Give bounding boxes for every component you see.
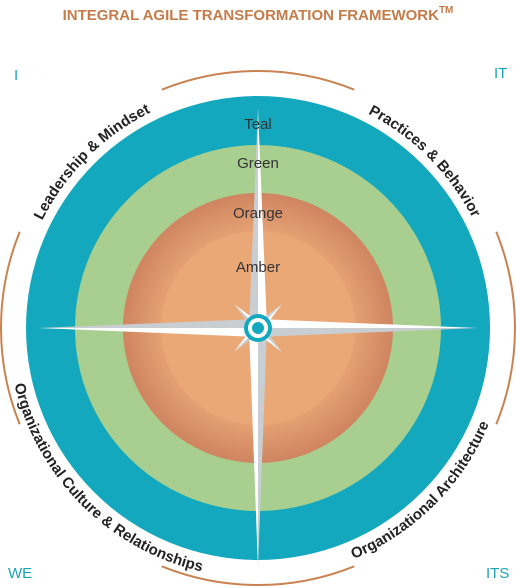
corner-label: WE — [8, 565, 32, 582]
trademark: TM — [439, 5, 453, 16]
title-text: INTEGRAL AGILE TRANSFORMATION FRAMEWORK — [63, 7, 440, 24]
outer-arc — [161, 565, 355, 586]
ring-labels: Teal Green Orange Amber — [233, 116, 283, 276]
corner-label: ITS — [486, 565, 509, 582]
outer-arc — [161, 70, 355, 91]
center-inner — [252, 322, 264, 334]
ring-label: Teal — [244, 116, 272, 133]
outer-arc — [0, 231, 21, 425]
star-arm — [38, 328, 258, 337]
ring-label: Orange — [233, 205, 283, 222]
ring-label: Amber — [236, 259, 280, 276]
star-arm — [258, 319, 478, 328]
star-arm — [258, 108, 267, 328]
title: INTEGRAL AGILE TRANSFORMATION FRAMEWORKT… — [63, 5, 454, 24]
star-arm-shade — [258, 328, 478, 337]
star-arm-shade — [258, 328, 267, 568]
corner-label: I — [14, 67, 18, 84]
compass-star — [38, 108, 478, 568]
corner-labels: I IT WE ITS — [8, 65, 509, 582]
outer-arcs — [0, 70, 516, 586]
star-arm-shade — [38, 319, 258, 328]
ring-label: Green — [237, 155, 279, 172]
outer-arc — [495, 231, 516, 425]
corner-label: IT — [494, 65, 507, 82]
star-arm-shade — [249, 108, 258, 328]
star-arm — [249, 328, 258, 568]
